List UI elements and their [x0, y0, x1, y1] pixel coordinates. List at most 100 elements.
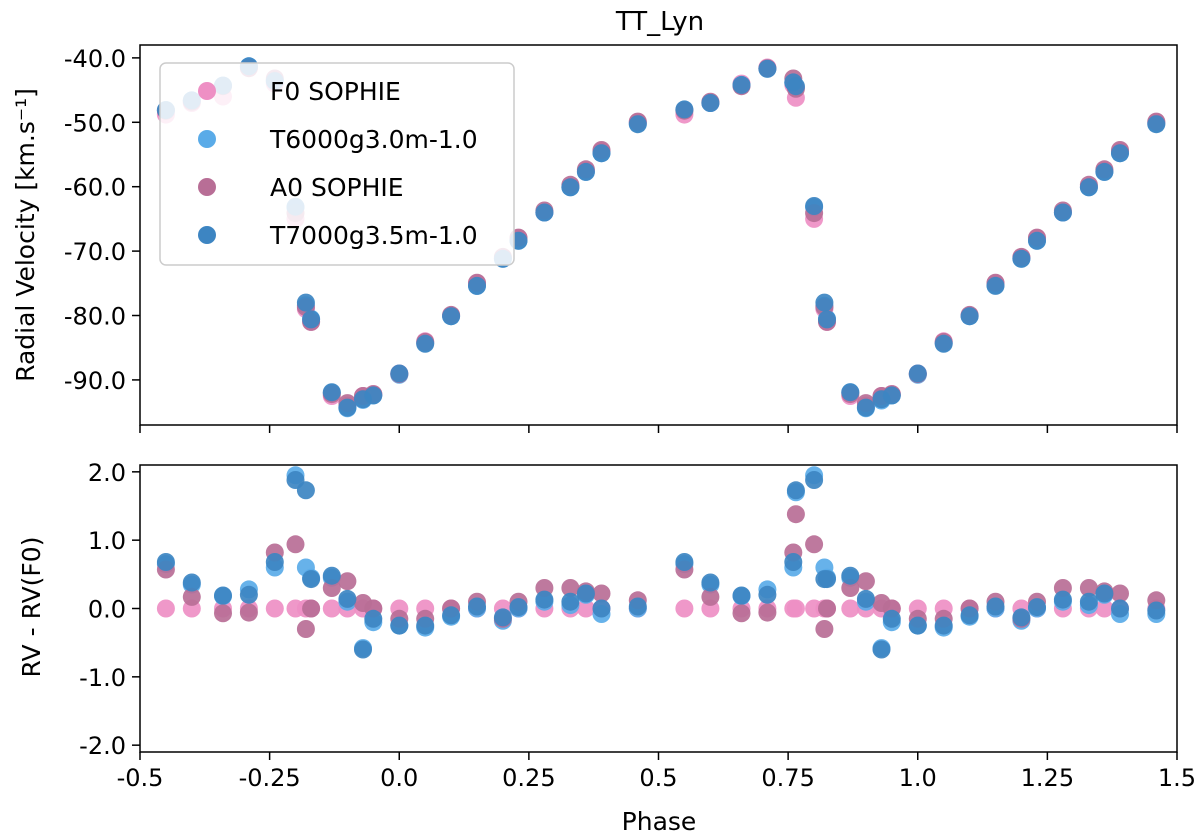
top-point-series-3	[364, 386, 383, 405]
bottom-point-series-3	[732, 586, 751, 605]
bottom-point-series-0	[265, 599, 284, 618]
bottom-point-series-3	[1111, 599, 1129, 618]
x-tick-label: 0.5	[639, 764, 677, 792]
bottom-point-series-0	[156, 599, 175, 618]
bottom-point-series-3	[1012, 608, 1031, 627]
top-point-series-3	[561, 178, 580, 197]
bottom-point-series-0	[786, 599, 805, 618]
legend-label-f0-sophie: F0 SOPHIE	[270, 77, 401, 106]
bottom-point-series-3	[239, 585, 258, 604]
top-point-series-3	[416, 334, 435, 353]
top-point-series-3	[322, 383, 341, 402]
bottom-point-series-3	[818, 570, 836, 589]
top-point-series-3	[628, 115, 647, 134]
x-tick-label: 1.0	[899, 764, 937, 792]
bottom-point-series-3	[265, 553, 284, 571]
top-point-series-3	[856, 398, 875, 417]
bottom-point-series-0	[1095, 599, 1114, 618]
bottom-point-series-3	[156, 553, 175, 571]
bottom-point-series-3	[338, 589, 357, 608]
bottom-point-series-3	[784, 553, 803, 571]
bottom-point-series-0	[576, 599, 595, 618]
bottom-point-series-3	[872, 640, 891, 659]
bottom-point-series-2	[1111, 584, 1129, 603]
bottom-point-series-3	[934, 616, 953, 635]
bottom-point-series-0	[322, 599, 341, 618]
bottom-point-series-3	[468, 597, 486, 616]
x-tick-label: 1.25	[1021, 764, 1074, 792]
top-point-series-3	[535, 203, 554, 222]
legend-label-t7000: T7000g3.5m-1.0	[269, 221, 478, 250]
top-point-series-3	[468, 276, 486, 295]
top-point-series-3	[805, 197, 824, 215]
bottom-point-series-3	[856, 589, 875, 608]
bottom-ticks: -0.5 -0.25 0.0 0.25 0.5 0.75 1.0 1.25 1.5 -2.0 -1.…	[79, 459, 1196, 792]
top-y-tick-label: -80.0	[64, 303, 126, 331]
bottom-point-series-3	[561, 592, 580, 611]
legend-marker-t7000	[198, 226, 216, 244]
bottom-axes-frame	[139, 464, 1178, 753]
top-point-series-3	[960, 307, 979, 326]
bottom-point-series-2	[818, 599, 836, 618]
bottom-point-series-3	[1079, 592, 1098, 611]
top-point-series-3	[592, 144, 611, 163]
top-y-tick-label: -90.0	[64, 367, 126, 395]
bottom-point-series-2	[758, 603, 777, 622]
bottom-point-series-3	[701, 573, 720, 592]
bottom-point-series-3	[1028, 598, 1046, 617]
top-point-series-3	[338, 398, 357, 417]
bottom-point-series-2	[302, 599, 321, 618]
top-point-series-3	[986, 276, 1005, 295]
legend-marker-f0-sophie	[198, 82, 216, 100]
top-y-tick-label: -70.0	[64, 238, 126, 266]
bottom-point-series-3	[882, 609, 901, 628]
bottom-point-series-3	[908, 616, 927, 635]
bottom-point-series-2	[786, 505, 805, 524]
top-point-series-3	[1079, 178, 1098, 197]
bottom-point-series-2	[592, 584, 611, 603]
bottom-point-series-3	[1147, 601, 1166, 620]
top-point-series-3	[302, 310, 321, 329]
top-panel: TT_Lyn -90.0 -80.0 -70.0 -60.0 -50.0 -40.0 Ra…	[11, 7, 1178, 433]
top-point-series-3	[815, 293, 834, 312]
top-point-series-3	[701, 94, 720, 112]
top-point-series-3	[675, 100, 694, 119]
x-tick-label: 0.25	[502, 764, 555, 792]
top-point-series-3	[296, 293, 315, 312]
bottom-point-series-3	[805, 471, 824, 489]
bottom-point-series-2	[841, 579, 860, 597]
bottom-y-tick-label: -1.0	[79, 664, 126, 692]
bottom-point-series-3	[442, 606, 461, 625]
top-point-series-3	[1147, 115, 1166, 134]
bottom-point-series-2	[856, 572, 875, 591]
x-tick-label: 0.0	[380, 764, 418, 792]
bottom-y-tick-label: 0.0	[88, 596, 126, 624]
bottom-point-series-3	[509, 598, 528, 617]
bottom-point-series-3	[576, 584, 595, 603]
bottom-panel: -0.5 -0.25 0.0 0.25 0.5 0.75 1.0 1.25 1.5 -2.0 -1.…	[17, 459, 1196, 836]
bottom-y-tick-label: 2.0	[88, 459, 126, 487]
top-point-series-3	[786, 77, 805, 96]
bottom-point-series-3	[592, 599, 611, 618]
bottom-y-axis-label: RV - RV(F0)	[17, 537, 46, 678]
legend-box	[159, 62, 515, 266]
bottom-point-series-0	[841, 599, 860, 618]
top-point-series-3	[882, 386, 901, 405]
x-tick-label: -0.5	[117, 764, 164, 792]
bottom-point-series-3	[535, 590, 554, 609]
bottom-point-series-2	[182, 587, 201, 606]
top-point-series-3	[1095, 162, 1114, 181]
top-y-tick-label: -60.0	[64, 174, 126, 202]
bottom-data-points	[156, 466, 1166, 659]
bottom-point-series-3	[214, 586, 232, 605]
bottom-point-series-3	[841, 566, 860, 585]
top-point-series-3	[818, 310, 836, 329]
bottom-y-tick-label: -2.0	[79, 732, 126, 760]
legend-label-a0-sophie: A0 SOPHIE	[270, 173, 404, 202]
x-tick-label: 0.75	[761, 764, 814, 792]
top-point-series-3	[1012, 249, 1031, 268]
bottom-point-series-3	[390, 616, 409, 635]
top-point-series-3	[576, 162, 595, 181]
top-point-series-3	[1111, 144, 1129, 163]
bottom-point-series-3	[786, 481, 805, 500]
